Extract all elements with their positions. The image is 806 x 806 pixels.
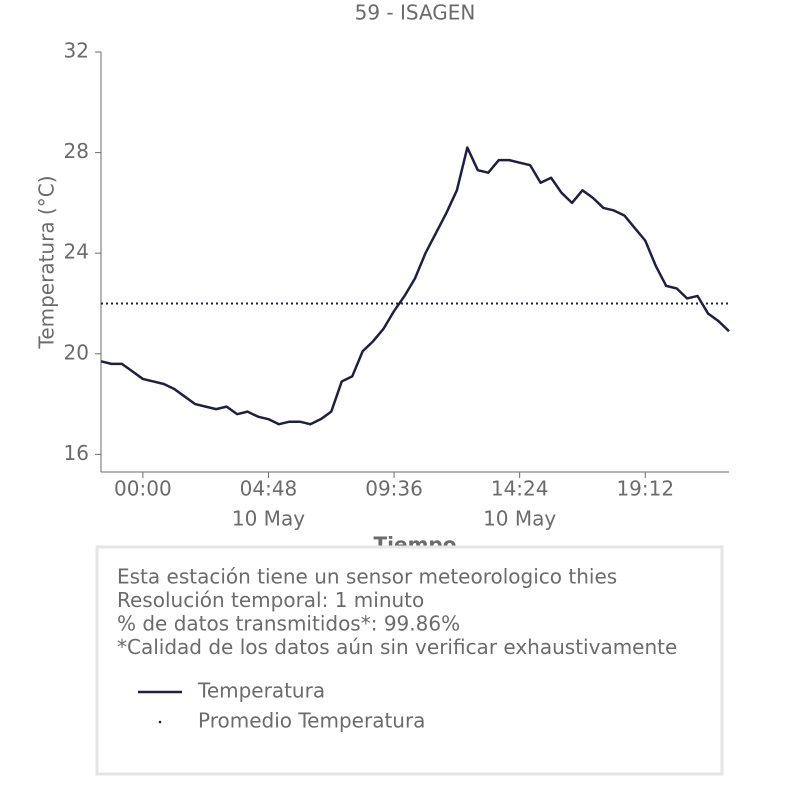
x-tick-label: 19:12 [616,477,674,501]
info-line: *Calidad de los datos aún sin verificar … [117,635,677,659]
x-date-label: 10 May [483,507,556,531]
legend-swatch [158,720,162,724]
x-date-label: 10 May [232,507,305,531]
info-line: % de datos transmitidos*: 99.86% [117,612,460,636]
x-tick-label: 04:48 [240,477,298,501]
info-box [95,545,724,776]
temperature-line [100,146,730,426]
y-tick-label: 16 [64,441,89,465]
x-tick-label: 00:00 [114,477,172,501]
info-line: Esta estación tiene un sensor meteorolog… [117,565,617,589]
y-tick-label: 24 [64,240,89,264]
y-tick-label: 32 [64,39,89,63]
y-tick-label: 28 [64,139,89,163]
y-tick-label: 20 [64,340,89,364]
x-tick-label: 14:24 [491,477,549,501]
legend-label: Temperatura [197,679,325,703]
y-axis-label: Temperatura (°C) [35,175,59,349]
legend-label: Promedio Temperatura [198,709,425,733]
x-tick-label: 09:36 [365,477,423,501]
chart-title: 59 - ISAGEN [355,1,476,25]
info-line: Resolución temporal: 1 minuto [117,588,424,612]
